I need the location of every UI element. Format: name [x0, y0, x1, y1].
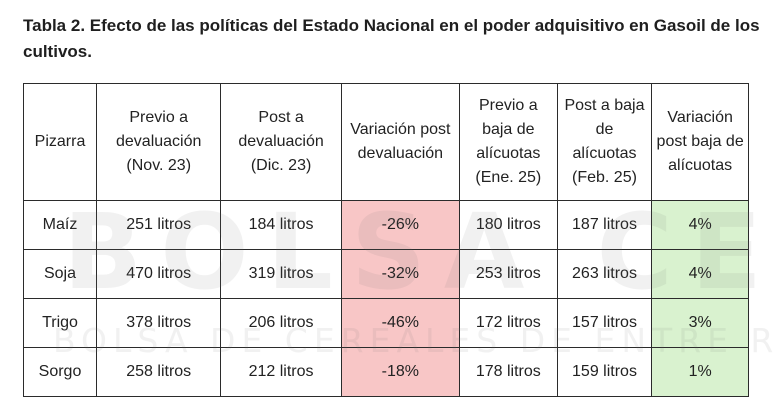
cell-pizarra: Maíz — [23, 200, 97, 250]
header-row: Pizarra Previo a devaluación (Nov. 23) P… — [23, 83, 749, 201]
cell-pizarra: Soja — [23, 249, 97, 299]
header-previo-alicuotas: Previo a baja de alícuotas (Ene. 25) — [458, 83, 558, 201]
cell-post-alicuotas: 159 litros — [556, 347, 653, 397]
cell-pizarra: Trigo — [23, 298, 97, 348]
table-title: Tabla 2. Efecto de las políticas del Est… — [23, 16, 760, 61]
cell-previo-alicuotas: 180 litros — [458, 200, 558, 250]
cell-post-alicuotas: 157 litros — [556, 298, 653, 348]
cell-post-devaluacion: 184 litros — [220, 200, 342, 250]
cell-post-devaluacion: 206 litros — [220, 298, 342, 348]
header-post-alicuotas: Post a baja de alícuotas (Feb. 25) — [556, 83, 653, 201]
table-row: Sorgo 258 litros 212 litros -18% 178 lit… — [23, 347, 749, 397]
header-previo-devaluacion: Previo a devaluación (Nov. 23) — [95, 83, 222, 201]
header-post-devaluacion: Post a devaluación (Dic. 23) — [220, 83, 342, 201]
data-table: Pizarra Previo a devaluación (Nov. 23) P… — [23, 83, 749, 397]
table-row: Maíz 251 litros 184 litros -26% 180 litr… — [23, 200, 749, 250]
table-row: Trigo 378 litros 206 litros -46% 172 lit… — [23, 298, 749, 348]
header-variacion-alicuotas: Variación post baja de alícuotas — [651, 83, 749, 201]
cell-post-alicuotas: 263 litros — [556, 249, 653, 299]
header-variacion-devaluacion: Variación post devaluación — [340, 83, 460, 201]
cell-variacion-devaluacion: -32% — [340, 249, 460, 299]
cell-post-devaluacion: 212 litros — [220, 347, 342, 397]
cell-previo-devaluacion: 470 litros — [95, 249, 222, 299]
cell-variacion-alicuotas: 1% — [651, 347, 749, 397]
cell-previo-alicuotas: 253 litros — [458, 249, 558, 299]
cell-variacion-alicuotas: 4% — [651, 249, 749, 299]
cell-previo-devaluacion: 251 litros — [95, 200, 222, 250]
cell-post-devaluacion: 319 litros — [220, 249, 342, 299]
cell-variacion-alicuotas: 4% — [651, 200, 749, 250]
cell-previo-devaluacion: 378 litros — [95, 298, 222, 348]
cell-post-alicuotas: 187 litros — [556, 200, 653, 250]
cell-variacion-devaluacion: -26% — [340, 200, 460, 250]
table-row: Soja 470 litros 319 litros -32% 253 litr… — [23, 249, 749, 299]
cell-variacion-devaluacion: -46% — [340, 298, 460, 348]
cell-variacion-devaluacion: -18% — [340, 347, 460, 397]
cell-previo-devaluacion: 258 litros — [95, 347, 222, 397]
cell-previo-alicuotas: 178 litros — [458, 347, 558, 397]
cell-variacion-alicuotas: 3% — [651, 298, 749, 348]
cell-pizarra: Sorgo — [23, 347, 97, 397]
header-pizarra: Pizarra — [23, 83, 97, 201]
cell-previo-alicuotas: 172 litros — [458, 298, 558, 348]
